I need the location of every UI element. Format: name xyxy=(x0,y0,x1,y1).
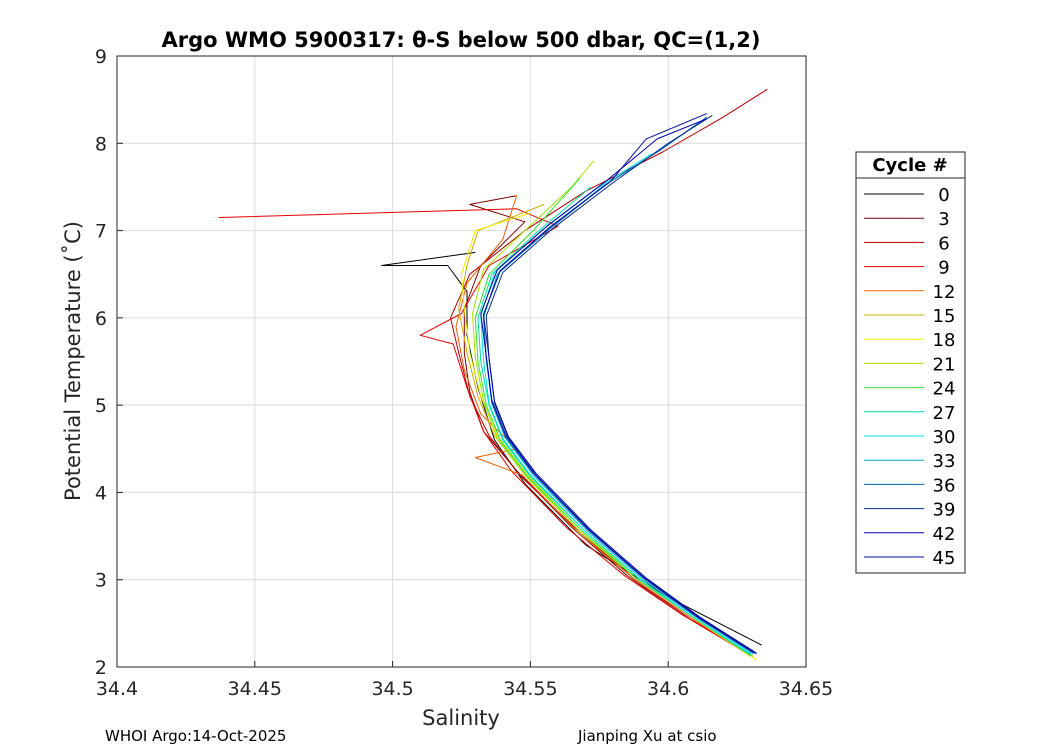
y-axis-label: Potential Temperature (˚C) xyxy=(61,221,85,501)
footer-right: Jianping Xu at csio xyxy=(577,727,717,745)
series-line-cycle-42 xyxy=(480,118,754,653)
series-group xyxy=(218,88,768,661)
legend-label: 27 xyxy=(933,403,956,424)
series-line-cycle-0 xyxy=(381,251,763,646)
x-axis-label: Salinity xyxy=(422,706,500,730)
legend-label: 30 xyxy=(933,427,956,448)
footer-left: WHOI Argo:14-Oct-2025 xyxy=(105,727,286,745)
legend-box xyxy=(855,151,966,574)
x-tick-label: 34.45 xyxy=(228,678,282,700)
legend-label: 45 xyxy=(933,548,956,569)
legend-label: 3 xyxy=(938,209,949,230)
legend-label: 42 xyxy=(933,524,956,545)
y-ticks: 2 3 4 5 6 7 8 9 xyxy=(95,46,123,679)
x-tick-label: 34.5 xyxy=(371,678,413,700)
legend-label: 39 xyxy=(933,500,956,521)
series-line-cycle-3 xyxy=(463,195,752,655)
y-tick-label: 8 xyxy=(95,133,107,155)
legend-label: 33 xyxy=(933,451,956,472)
x-tick-label: 34.55 xyxy=(503,678,557,700)
legend-label: 18 xyxy=(933,330,956,351)
series-line-cycle-45 xyxy=(483,113,757,654)
x-tick-label: 34.4 xyxy=(96,678,138,700)
y-tick-label: 5 xyxy=(95,395,107,417)
y-tick-label: 2 xyxy=(95,657,107,679)
legend-label: 24 xyxy=(933,379,956,400)
y-tick-label: 3 xyxy=(95,570,107,592)
x-ticks: 34.4 34.45 34.5 34.55 34.6 34.65 xyxy=(96,661,833,700)
legend-label: 6 xyxy=(938,233,949,254)
legend-label: 12 xyxy=(933,282,956,303)
axes-box xyxy=(116,55,807,668)
legend-label: 21 xyxy=(933,354,956,375)
legend-label: 36 xyxy=(933,475,956,496)
series-line-cycle-9 xyxy=(218,208,749,655)
legend-label: 9 xyxy=(938,258,949,279)
y-tick-label: 7 xyxy=(95,221,107,243)
legend-label: 15 xyxy=(933,306,956,327)
legend-label: 0 xyxy=(938,185,949,206)
y-tick-label: 6 xyxy=(95,308,107,330)
y-tick-label: 9 xyxy=(95,46,107,68)
x-tick-label: 34.65 xyxy=(779,678,833,700)
chart-title: Argo WMO 5900317: θ-S below 500 dbar, QC… xyxy=(162,28,761,52)
legend-title: Cycle # xyxy=(872,155,947,176)
y-tick-label: 4 xyxy=(95,482,107,504)
plot-area xyxy=(117,56,806,667)
series-line-cycle-24 xyxy=(474,177,752,657)
x-tick-label: 34.6 xyxy=(647,678,689,700)
